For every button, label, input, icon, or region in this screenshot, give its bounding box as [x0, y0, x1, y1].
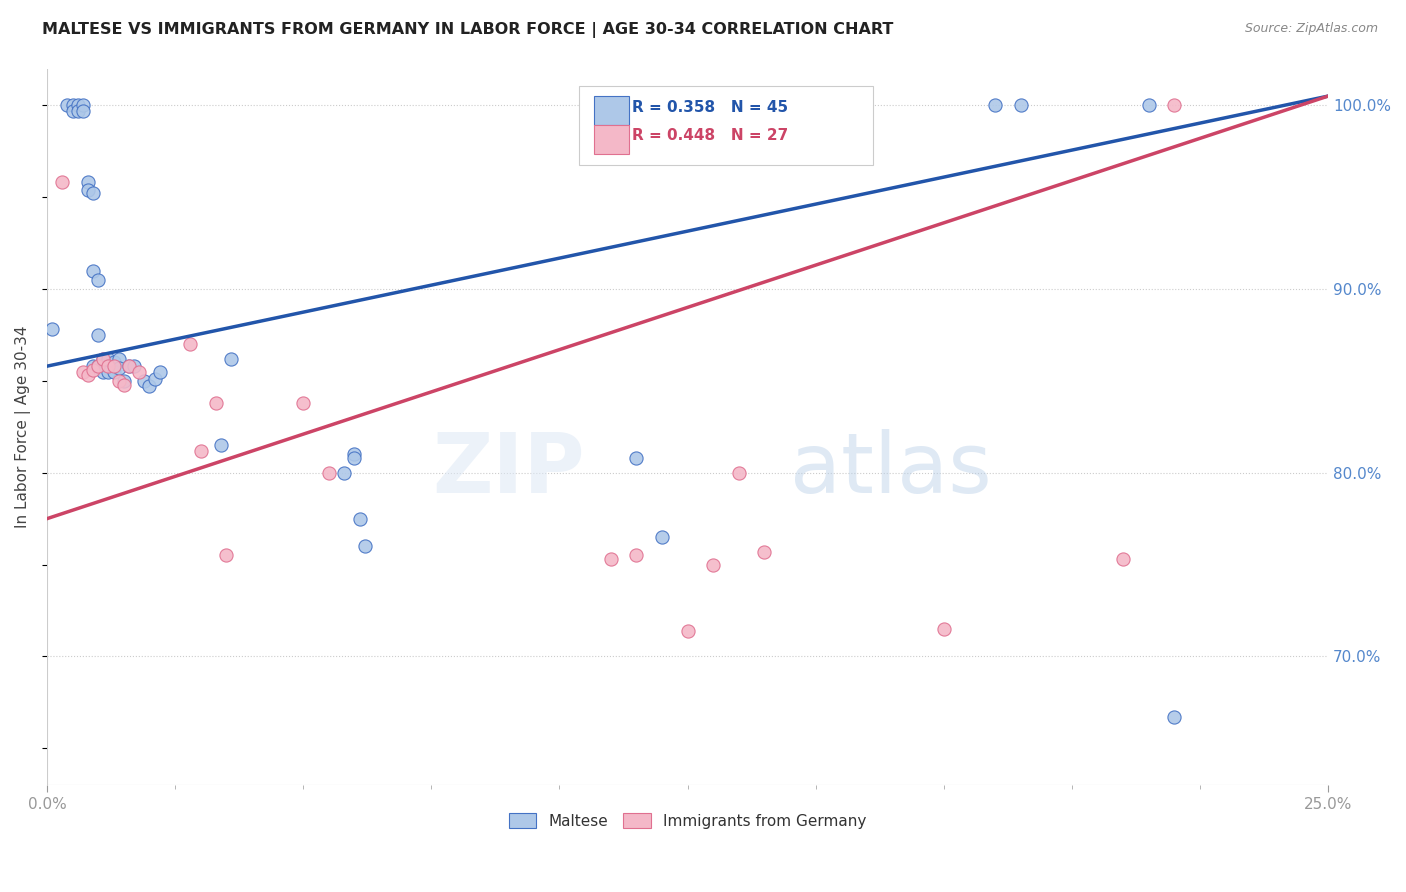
- Point: [112, 377, 135, 392]
- Point: [82, 359, 104, 374]
- Point: [343, 447, 366, 461]
- Point: [66, 103, 89, 118]
- Point: [62, 98, 84, 112]
- Point: [103, 355, 125, 369]
- Point: [97, 359, 120, 374]
- Point: [128, 365, 150, 379]
- Point: [82, 363, 104, 377]
- Point: [62, 103, 84, 118]
- Point: [215, 549, 238, 563]
- Point: [77, 183, 100, 197]
- Point: [149, 365, 172, 379]
- Point: [66, 98, 89, 112]
- Point: [77, 368, 100, 383]
- Point: [118, 359, 141, 374]
- Point: [292, 396, 315, 410]
- Point: [626, 450, 648, 465]
- Point: [727, 466, 749, 480]
- Point: [1112, 552, 1135, 566]
- Text: Source: ZipAtlas.com: Source: ZipAtlas.com: [1244, 22, 1378, 36]
- Point: [107, 361, 129, 376]
- Point: [702, 558, 724, 572]
- Point: [87, 273, 110, 287]
- Point: [93, 365, 115, 379]
- Point: [134, 374, 156, 388]
- Point: [190, 443, 212, 458]
- Point: [676, 624, 699, 638]
- FancyBboxPatch shape: [579, 87, 873, 165]
- Point: [97, 365, 120, 379]
- Point: [51, 176, 73, 190]
- Point: [87, 359, 110, 374]
- Point: [118, 359, 141, 374]
- Point: [333, 466, 356, 480]
- Point: [82, 186, 104, 201]
- Text: R = 0.358   N = 45: R = 0.358 N = 45: [633, 100, 789, 115]
- Point: [103, 365, 125, 379]
- Text: atlas: atlas: [790, 429, 991, 510]
- Text: ZIP: ZIP: [433, 429, 585, 510]
- Point: [82, 263, 104, 277]
- Point: [318, 466, 340, 480]
- Point: [107, 374, 129, 388]
- Point: [205, 396, 228, 410]
- Point: [103, 359, 125, 374]
- Point: [122, 359, 145, 374]
- Point: [651, 530, 673, 544]
- Point: [984, 98, 1007, 112]
- Point: [353, 539, 375, 553]
- Point: [626, 549, 648, 563]
- Text: MALTESE VS IMMIGRANTS FROM GERMANY IN LABOR FORCE | AGE 30-34 CORRELATION CHART: MALTESE VS IMMIGRANTS FROM GERMANY IN LA…: [42, 22, 894, 38]
- Point: [97, 351, 120, 366]
- Point: [343, 450, 366, 465]
- Point: [112, 374, 135, 388]
- Point: [72, 103, 94, 118]
- Point: [72, 365, 94, 379]
- Point: [599, 552, 621, 566]
- Text: R = 0.448   N = 27: R = 0.448 N = 27: [633, 128, 789, 144]
- Point: [221, 351, 243, 366]
- FancyBboxPatch shape: [593, 96, 628, 125]
- Point: [1163, 710, 1185, 724]
- FancyBboxPatch shape: [593, 125, 628, 153]
- Point: [209, 438, 232, 452]
- Point: [93, 351, 115, 366]
- Point: [143, 372, 166, 386]
- Point: [93, 351, 115, 366]
- Point: [138, 379, 160, 393]
- Point: [932, 622, 955, 636]
- Point: [56, 98, 79, 112]
- Point: [349, 511, 371, 525]
- Point: [87, 327, 110, 342]
- Point: [72, 98, 94, 112]
- Point: [97, 359, 120, 374]
- Legend: Maltese, Immigrants from Germany: Maltese, Immigrants from Germany: [502, 806, 873, 835]
- Point: [77, 176, 100, 190]
- Point: [1163, 98, 1185, 112]
- Point: [179, 337, 201, 351]
- Point: [107, 351, 129, 366]
- Y-axis label: In Labor Force | Age 30-34: In Labor Force | Age 30-34: [15, 326, 31, 528]
- Point: [41, 322, 63, 336]
- Point: [754, 545, 776, 559]
- Point: [1010, 98, 1032, 112]
- Point: [87, 359, 110, 374]
- Point: [1137, 98, 1160, 112]
